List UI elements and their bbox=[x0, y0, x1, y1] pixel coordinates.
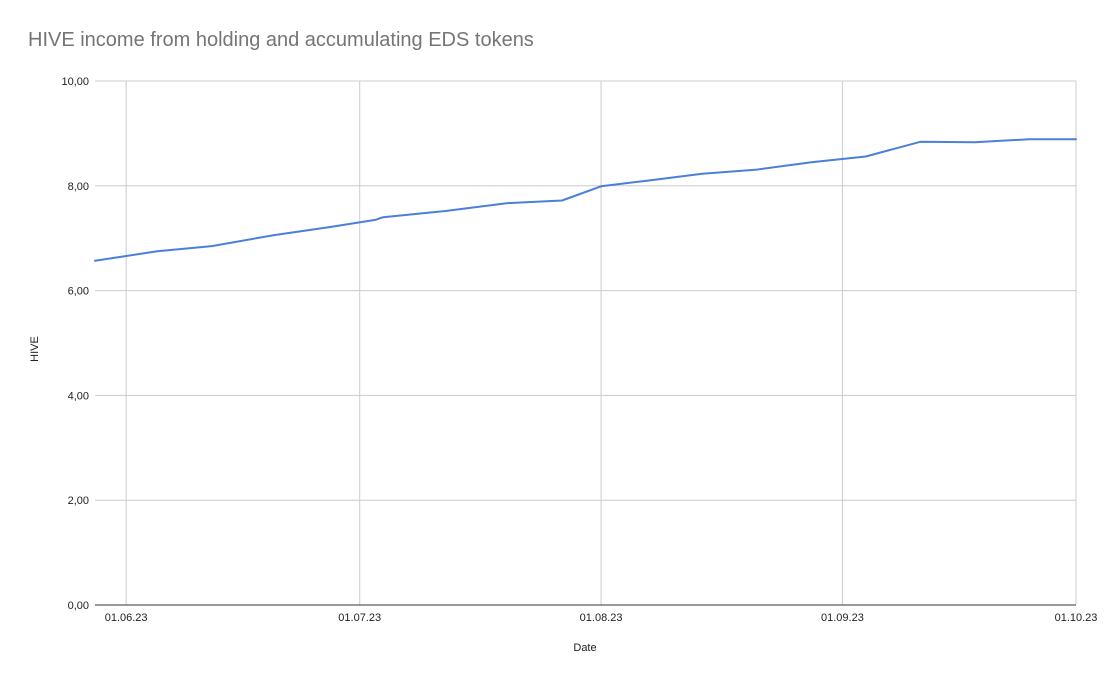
y-tick-label: 8,00 bbox=[68, 181, 89, 193]
x-axis-title: Date bbox=[573, 642, 596, 654]
y-tick-label: 0,00 bbox=[68, 600, 89, 612]
x-tick-label: 01.10.23 bbox=[1055, 612, 1098, 624]
y-tick-label: 10,00 bbox=[61, 76, 89, 88]
x-tick-label: 01.07.23 bbox=[338, 612, 381, 624]
series-line bbox=[94, 138, 1077, 262]
chart-title: HIVE income from holding and accumulatin… bbox=[28, 29, 534, 51]
x-tick-label: 01.08.23 bbox=[580, 612, 623, 624]
y-tick-label: 6,00 bbox=[68, 286, 89, 298]
y-axis-title: HIVE bbox=[29, 336, 41, 362]
y-tick-label: 4,00 bbox=[68, 390, 89, 402]
x-tick-label: 01.09.23 bbox=[821, 612, 864, 624]
vertical-gridlines bbox=[125, 81, 1077, 605]
x-tick-label: 01.06.23 bbox=[105, 612, 148, 624]
y-tick-labels: 0,00 2,00 4,00 6,00 8,00 10,00 bbox=[61, 76, 89, 612]
x-tick-labels: 01.06.23 01.07.23 01.08.23 01.09.23 01.10.23 bbox=[105, 612, 1098, 624]
horizontal-gridlines bbox=[95, 80, 1076, 501]
y-tick-label: 2,00 bbox=[68, 495, 89, 507]
series-group bbox=[94, 138, 1077, 262]
